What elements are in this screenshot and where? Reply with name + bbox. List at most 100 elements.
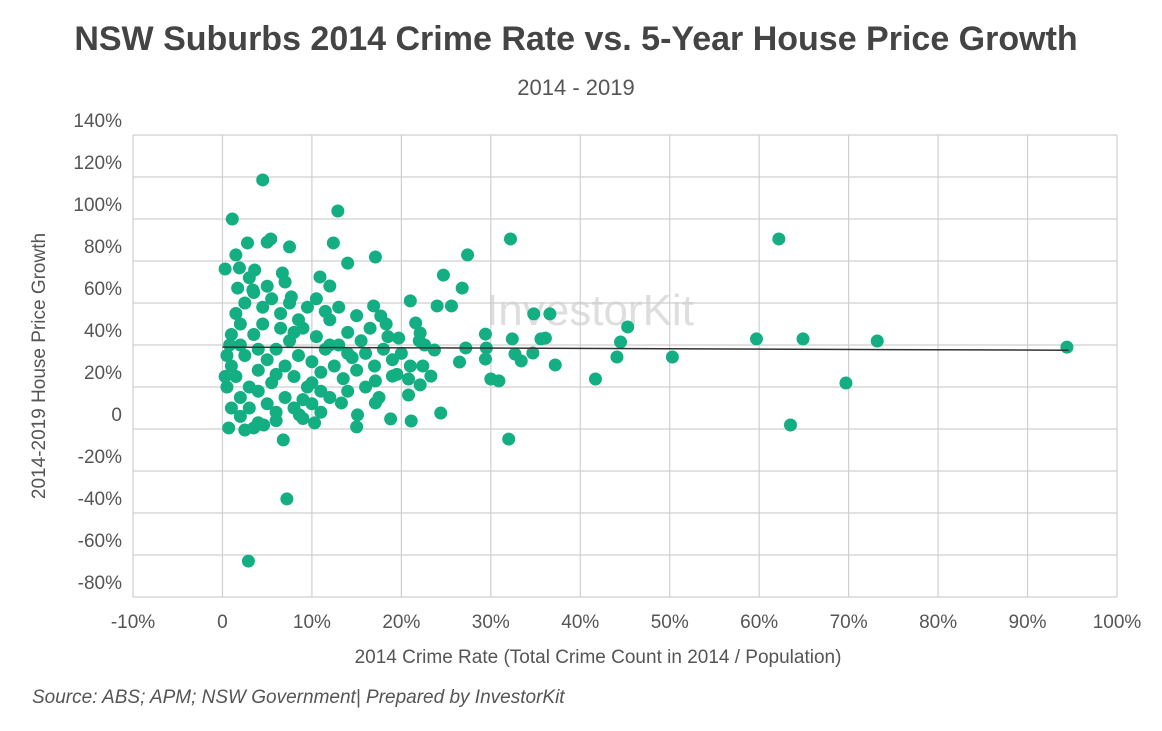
point — [300, 300, 314, 314]
y-axis-title: 2014-2019 House Price Growth — [29, 233, 50, 499]
point — [514, 354, 528, 368]
point — [229, 370, 243, 383]
point — [870, 334, 884, 348]
point — [256, 317, 270, 331]
point — [394, 346, 408, 360]
point — [478, 352, 492, 366]
point — [305, 355, 319, 369]
point — [492, 374, 506, 388]
point — [381, 330, 395, 344]
point — [543, 307, 557, 321]
point — [453, 355, 467, 369]
point — [323, 338, 337, 352]
point — [251, 416, 265, 430]
point — [404, 414, 418, 428]
x-tick-label: -10% — [111, 612, 155, 633]
point — [238, 296, 252, 310]
x-tick-label: 50% — [651, 612, 689, 633]
point — [461, 248, 475, 262]
point — [336, 372, 350, 386]
point — [274, 321, 288, 335]
point — [318, 304, 332, 318]
point — [269, 367, 283, 381]
point — [283, 296, 297, 310]
point — [224, 359, 238, 373]
point — [392, 331, 406, 345]
point — [749, 332, 763, 346]
point — [224, 328, 238, 341]
x-tick-label: 70% — [830, 612, 868, 633]
point — [220, 349, 234, 362]
point — [296, 412, 310, 425]
point — [218, 262, 232, 276]
point — [291, 313, 305, 327]
point — [256, 173, 270, 187]
point — [305, 376, 319, 390]
point — [251, 342, 265, 356]
point — [265, 292, 279, 306]
point — [427, 343, 441, 357]
point — [278, 391, 292, 404]
point — [251, 384, 265, 398]
point — [478, 327, 492, 341]
point — [220, 380, 234, 394]
point — [225, 212, 239, 226]
point — [313, 270, 327, 284]
point — [241, 554, 255, 568]
point — [314, 365, 328, 379]
point — [238, 349, 252, 362]
chart-subtitle: 2014 - 2019 — [517, 75, 634, 100]
point — [276, 433, 290, 447]
point — [241, 236, 255, 250]
point — [232, 261, 246, 275]
source-note: Source: ABS; APM; NSW Government| Prepar… — [32, 687, 565, 708]
point — [331, 204, 345, 218]
point — [1060, 340, 1074, 354]
point — [242, 401, 256, 415]
point — [384, 412, 398, 426]
point — [538, 331, 552, 345]
point — [274, 307, 288, 320]
y-tick-label: 40% — [84, 321, 122, 342]
point — [260, 397, 274, 411]
y-tick-label: -20% — [78, 447, 122, 468]
point — [424, 369, 438, 383]
point — [233, 338, 247, 352]
point — [278, 275, 292, 289]
point — [231, 281, 245, 295]
point — [305, 397, 319, 411]
point — [350, 420, 364, 434]
y-tick-label: 140% — [73, 111, 122, 132]
point — [402, 372, 416, 386]
point — [224, 401, 238, 415]
point — [376, 342, 390, 356]
point — [455, 281, 469, 295]
point — [264, 232, 278, 246]
y-tick-label: -80% — [78, 573, 122, 594]
point — [283, 240, 297, 254]
point — [260, 353, 274, 367]
point — [218, 370, 232, 383]
x-tick-label: 20% — [382, 612, 420, 633]
point — [402, 388, 416, 402]
point — [326, 236, 340, 250]
point — [323, 279, 337, 293]
point — [621, 320, 635, 334]
point — [350, 309, 364, 323]
x-tick-label: 90% — [1009, 612, 1047, 633]
point — [526, 346, 540, 360]
point — [327, 359, 341, 373]
y-tick-label: 100% — [73, 195, 122, 216]
point — [359, 380, 373, 394]
chart-title: NSW Suburbs 2014 Crime Rate vs. 5-Year H… — [74, 20, 1077, 58]
point — [372, 391, 386, 404]
x-axis-title: 2014 Crime Rate (Total Crime Count in 20… — [355, 647, 842, 668]
point — [314, 405, 328, 419]
point — [233, 409, 247, 423]
point — [359, 346, 373, 360]
point — [278, 359, 292, 373]
point — [247, 328, 261, 341]
point — [367, 299, 381, 313]
point — [260, 279, 274, 293]
